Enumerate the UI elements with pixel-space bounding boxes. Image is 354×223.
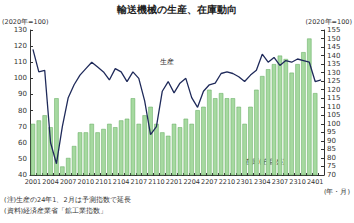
- svg-text:115: 115: [327, 94, 340, 102]
- svg-text:2307: 2307: [272, 178, 289, 186]
- svg-text:2004: 2004: [42, 178, 59, 186]
- svg-text:生産: 生産: [160, 58, 174, 66]
- svg-text:130: 130: [14, 26, 27, 34]
- svg-text:2101: 2101: [95, 178, 112, 186]
- svg-text:130: 130: [327, 69, 340, 77]
- svg-text:2401: 2401: [307, 178, 324, 186]
- svg-text:110: 110: [327, 103, 340, 111]
- svg-text:80: 80: [327, 154, 336, 162]
- svg-text:120: 120: [327, 86, 340, 94]
- svg-text:2001: 2001: [25, 178, 42, 186]
- svg-text:90: 90: [327, 137, 336, 145]
- svg-text:2304: 2304: [254, 178, 271, 186]
- svg-text:155: 155: [327, 26, 340, 34]
- svg-text:90: 90: [18, 90, 27, 98]
- svg-text:40: 40: [18, 171, 27, 179]
- svg-text:145: 145: [327, 43, 340, 51]
- svg-text:(2020年=100): (2020年=100): [306, 18, 352, 26]
- svg-text:2010: 2010: [78, 178, 95, 186]
- svg-text:150: 150: [327, 35, 340, 43]
- svg-text:95: 95: [327, 128, 336, 136]
- svg-text:2007: 2007: [60, 178, 77, 186]
- svg-text:2110: 2110: [148, 178, 165, 186]
- svg-text:110: 110: [14, 58, 27, 66]
- svg-text:(資料)経済産業省「鉱工業指数」: (資料)経済産業省「鉱工業指数」: [4, 207, 107, 215]
- svg-text:70: 70: [327, 171, 336, 179]
- svg-text:135: 135: [327, 60, 340, 68]
- svg-text:2301: 2301: [236, 178, 253, 186]
- svg-text:75: 75: [327, 162, 336, 170]
- svg-text:120: 120: [14, 42, 27, 50]
- svg-text:140: 140: [327, 52, 340, 60]
- svg-text:2204: 2204: [183, 178, 200, 186]
- svg-text:105: 105: [327, 111, 340, 119]
- svg-text:2107: 2107: [131, 178, 148, 186]
- svg-text:60: 60: [18, 139, 27, 147]
- svg-text:100: 100: [327, 120, 340, 128]
- svg-text:2210: 2210: [219, 178, 236, 186]
- svg-text:輸送機械の生産、在庫動向: 輸送機械の生産、在庫動向: [116, 4, 237, 15]
- svg-text:100: 100: [14, 74, 27, 82]
- svg-text:(年・月): (年・月): [324, 188, 350, 196]
- svg-text:125: 125: [327, 77, 340, 85]
- svg-text:(2020年=100): (2020年=100): [2, 18, 48, 26]
- svg-text:2207: 2207: [201, 178, 218, 186]
- svg-text:2104: 2104: [113, 178, 130, 186]
- svg-text:2201: 2201: [166, 178, 183, 186]
- svg-text:(注)生産の24年1、2月は予測指数で延長: (注)生産の24年1、2月は予測指数で延長: [4, 196, 131, 204]
- svg-text:85: 85: [327, 145, 336, 153]
- svg-text:70: 70: [18, 123, 27, 131]
- svg-text:50: 50: [18, 155, 27, 163]
- svg-text:2310: 2310: [289, 178, 306, 186]
- svg-text:80: 80: [18, 107, 27, 115]
